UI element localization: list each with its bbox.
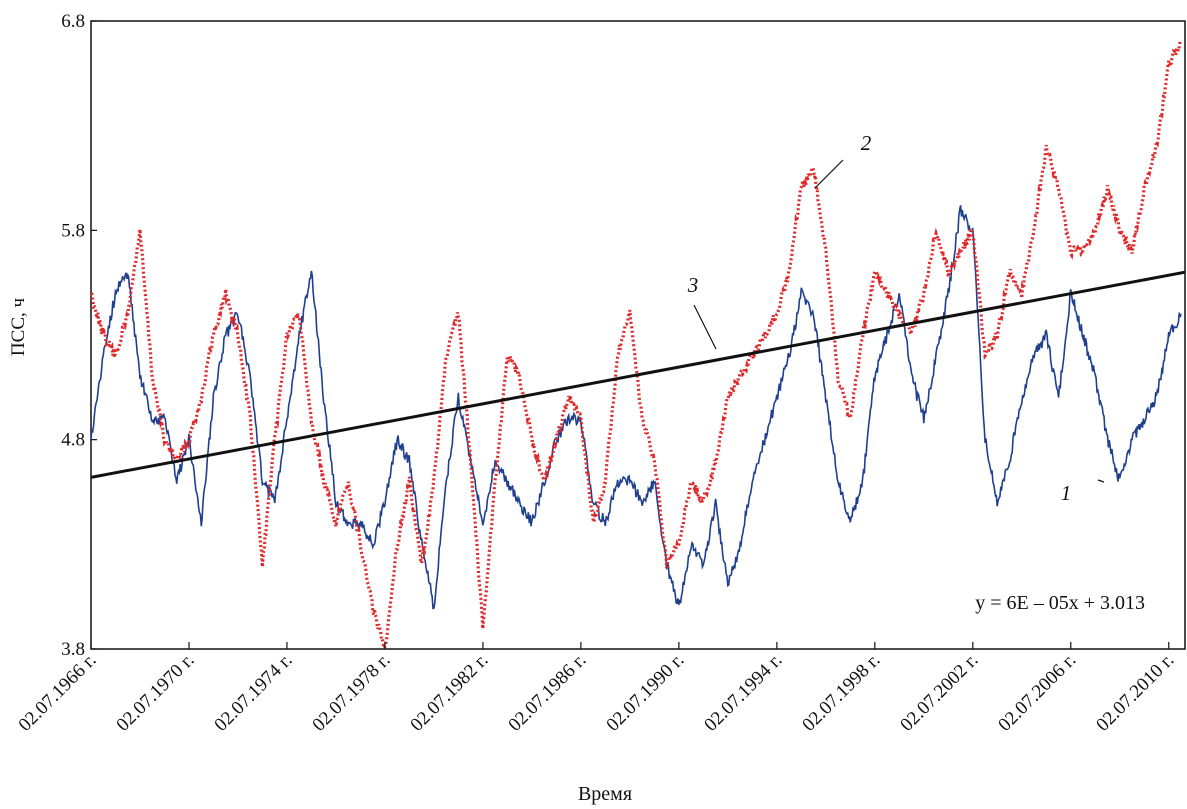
series-1-label: 1 bbox=[1061, 481, 1072, 505]
y-tick-label: 3.8 bbox=[61, 639, 85, 660]
series-2-label: 2 bbox=[861, 131, 872, 155]
series-labels: 1 2 3 bbox=[687, 131, 1105, 505]
series-2-leader bbox=[814, 159, 844, 189]
series-3-line bbox=[90, 270, 1186, 479]
x-tick-label: 02.07.1998 г. bbox=[798, 650, 884, 736]
x-tick-label: 02.07.1966 г. bbox=[15, 650, 101, 736]
series-1-line bbox=[90, 205, 1182, 610]
x-tick-label: 02.07.2002 г. bbox=[896, 650, 982, 736]
x-tick-label: 02.07.1970 г. bbox=[112, 650, 198, 736]
plot-area bbox=[90, 20, 1186, 650]
y-tick-label: 5.8 bbox=[61, 220, 85, 241]
x-axis-label: Время bbox=[578, 783, 632, 805]
x-tick-label: 02.07.1994 г. bbox=[700, 650, 786, 736]
x-tick-label: 02.07.2006 г. bbox=[994, 650, 1080, 736]
series-3-leader bbox=[693, 304, 717, 350]
y-tick-label: 6.8 bbox=[61, 11, 85, 32]
series-1-leader bbox=[1097, 479, 1105, 483]
trend-equation: y = 6E – 05x + 3.013 bbox=[975, 592, 1145, 614]
x-axis: 02.07.1966 г. 02.07.1970 г. 02.07.1974 г. 0… bbox=[15, 642, 1178, 736]
y-axis: 3.8 4.8 5.8 6.8 bbox=[61, 11, 97, 660]
series-2-line bbox=[90, 38, 1182, 653]
series-layer bbox=[90, 38, 1186, 653]
x-tick-label: 02.07.2010 г. bbox=[1092, 650, 1178, 736]
y-axis-label: ПСС, ч bbox=[8, 297, 29, 356]
x-tick-label: 02.07.1978 г. bbox=[308, 650, 394, 736]
x-tick-label: 02.07.1982 г. bbox=[406, 650, 492, 736]
series-3-label: 3 bbox=[687, 273, 699, 297]
x-tick-label: 02.07.1986 г. bbox=[504, 650, 590, 736]
y-tick-label: 4.8 bbox=[61, 430, 85, 451]
x-tick-label: 02.07.1974 г. bbox=[210, 650, 296, 736]
x-tick-label: 02.07.1990 г. bbox=[602, 650, 688, 736]
plot-frame bbox=[90, 20, 1186, 650]
